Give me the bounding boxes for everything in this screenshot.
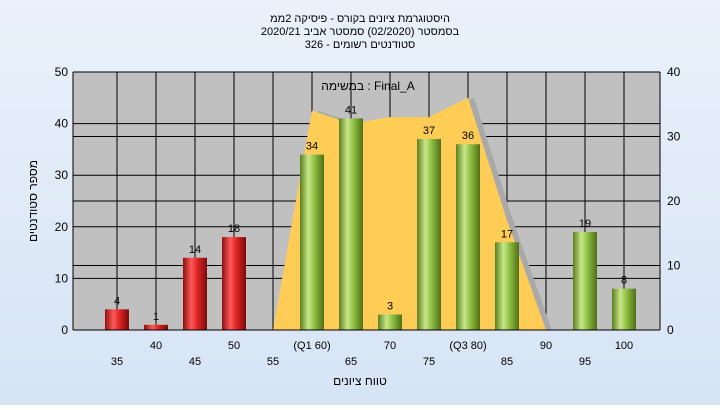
y2-tick-label-20: 20 (667, 194, 681, 208)
x-axis-label: טווח ציונים (333, 374, 387, 388)
x-tick-label-3: 50 (228, 340, 240, 352)
data-label-0: 4 (114, 295, 120, 307)
data-label-5: 34 (306, 141, 318, 153)
data-label-10: 17 (501, 228, 513, 240)
y-tick-label-30: 30 (55, 168, 69, 182)
bar-65 (339, 118, 363, 330)
x-tick-label-4: 55 (267, 356, 279, 368)
bar-45 (183, 257, 207, 330)
x-tick-label-1: 40 (150, 340, 162, 352)
x-tick-label-5: (Q1 60) (293, 340, 330, 352)
chart-title-line-2: בסמסטר (02/2020) סמסטר אביב 2020/21 (261, 26, 460, 38)
y-tick-label-0: 0 (61, 323, 68, 337)
x-tick-label-10: 85 (501, 356, 513, 368)
x-tick-label-7: 70 (384, 340, 396, 352)
x-tick-label-8: 75 (423, 356, 435, 368)
data-label-1: 1 (153, 311, 159, 323)
chart-annotation: במשימה : Final_A (321, 79, 415, 93)
bar--Q3-80- (456, 144, 480, 330)
y2-tick-label-40: 40 (667, 65, 681, 79)
bar-70 (378, 314, 402, 330)
data-label-3: 18 (228, 223, 240, 235)
chart-title-line-1: היסטוגרמת ציונים בקורס - פיסיקה 2ממ (270, 13, 450, 25)
x-tick-label-2: 45 (189, 356, 201, 368)
data-label-7: 3 (387, 301, 393, 313)
x-tick-label-6: 65 (345, 356, 357, 368)
y-tick-label-50: 50 (55, 65, 69, 79)
x-tick-label-9: (Q3 80) (449, 340, 486, 352)
data-label-8: 37 (423, 125, 435, 137)
y-tick-label-40: 40 (55, 117, 69, 131)
axes-layer: 0 10 20 30 40 50 0 10 20 30 40 35 40 45 50 55 (Q1 60) 65 7… (55, 65, 681, 368)
chart-title-line-3: סטודנטים רשומים - 326 (305, 39, 416, 51)
data-label-13: 8 (621, 275, 627, 287)
x-tick-label-12: 95 (579, 356, 591, 368)
y-axis-label: מספר סטודנטים (26, 160, 40, 242)
bar-50 (222, 237, 246, 330)
bar-40 (144, 324, 168, 330)
bar-95 (573, 231, 597, 330)
y-tick-label-10: 10 (55, 271, 69, 285)
data-label-6: 41 (345, 104, 357, 116)
y2-tick-label-10: 10 (667, 259, 681, 273)
bar-35 (105, 309, 129, 330)
bar-100 (612, 288, 636, 330)
data-label-12: 19 (579, 218, 591, 230)
bar-75 (417, 139, 441, 330)
x-tick-label-11: 90 (540, 340, 552, 352)
x-tick-label-13: 100 (615, 340, 633, 352)
y2-tick-label-0: 0 (667, 323, 674, 337)
bar-85 (495, 242, 519, 330)
x-tick-label-0: 35 (111, 356, 123, 368)
bar--Q1-60- (300, 154, 324, 330)
data-label-2: 14 (189, 244, 201, 256)
y-tick-label-20: 20 (55, 220, 69, 234)
y2-tick-label-30: 30 (667, 130, 681, 144)
bars-layer (105, 118, 636, 330)
data-label-9: 36 (462, 130, 474, 142)
